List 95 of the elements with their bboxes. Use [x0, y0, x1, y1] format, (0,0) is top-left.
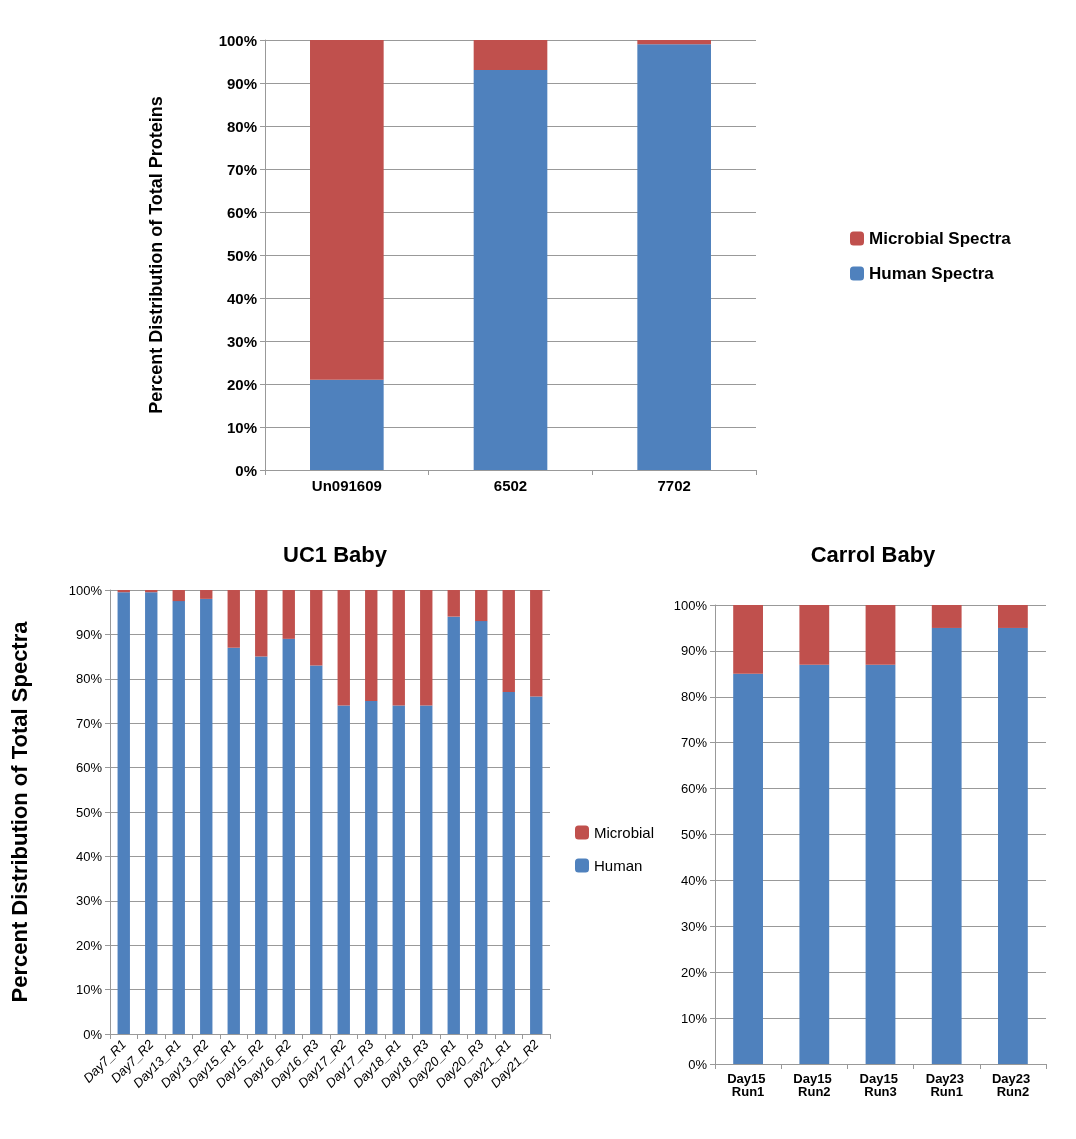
- bar: [502, 692, 515, 1034]
- bar: [475, 590, 488, 622]
- bar: [420, 705, 433, 1034]
- bar: [473, 70, 548, 470]
- y-tick-label: 100%: [218, 31, 257, 49]
- bar: [310, 665, 323, 1034]
- bar: [447, 590, 460, 617]
- bar: [530, 696, 543, 1034]
- chart-title: UC1 Baby: [283, 541, 388, 567]
- y-tick-label: 80%: [680, 689, 708, 705]
- bar: [117, 592, 130, 1034]
- legend-label: Microbial: [594, 824, 655, 841]
- bar: [998, 605, 1028, 628]
- y-tick-label: 80%: [75, 671, 103, 687]
- bar: [865, 605, 896, 665]
- y-tick-label: 60%: [680, 781, 708, 797]
- x-tick-label: Day23 Run1: [925, 1071, 968, 1099]
- y-tick-label: 0%: [235, 461, 257, 479]
- bar: [998, 627, 1028, 1064]
- y-tick-label: 40%: [75, 848, 103, 864]
- bar: [255, 590, 268, 657]
- bar: [310, 590, 323, 666]
- y-tick-label: 20%: [680, 964, 708, 980]
- bar: [200, 590, 213, 599]
- bar: [365, 701, 378, 1034]
- bar: [337, 705, 350, 1034]
- y-tick-label: 60%: [226, 203, 257, 221]
- y-tick-label: 90%: [226, 74, 257, 92]
- bar: [420, 590, 433, 706]
- bar: [799, 605, 830, 665]
- bar: [172, 590, 185, 602]
- bar: [637, 44, 711, 470]
- bar: [310, 379, 384, 470]
- y-tick-label: 70%: [75, 715, 103, 731]
- bar: [733, 605, 763, 674]
- y-axis-title: Percent Distribution of Total Spectra: [6, 620, 32, 1003]
- bar: [502, 590, 515, 693]
- x-tick-label: Day15 Run2: [793, 1071, 836, 1099]
- y-tick-label: 90%: [680, 643, 708, 659]
- legend-label: Human Spectra: [869, 264, 995, 283]
- bar: [931, 627, 962, 1064]
- y-tick-label: 30%: [226, 332, 257, 350]
- y-tick-label: 90%: [75, 626, 103, 642]
- y-tick-label: 10%: [680, 1010, 708, 1026]
- bar: [200, 598, 213, 1034]
- x-tick-label: 6502: [493, 477, 528, 494]
- bar: [392, 705, 405, 1034]
- bar: [310, 40, 384, 380]
- y-tick-label: 10%: [75, 982, 103, 998]
- y-tick-label: 100%: [68, 582, 103, 598]
- bar: [447, 616, 460, 1034]
- bar: [865, 664, 896, 1064]
- x-tick-label: Un091609: [311, 477, 382, 494]
- y-tick-label: 0%: [688, 1056, 708, 1072]
- bar: [931, 605, 962, 628]
- x-tick-label: Day15 Run1: [727, 1071, 770, 1099]
- y-axis-title: Percent Distribution of Total Proteins: [146, 96, 166, 414]
- bar: [255, 656, 268, 1034]
- y-tick-label: 80%: [226, 117, 257, 135]
- y-tick-label: 100%: [673, 597, 708, 613]
- y-tick-label: 50%: [75, 804, 103, 820]
- y-tick-label: 20%: [75, 937, 103, 953]
- bar: [337, 590, 350, 706]
- y-tick-label: 0%: [83, 1026, 103, 1042]
- bar: [227, 590, 240, 648]
- bar: [475, 621, 488, 1034]
- legend-label: Microbial Spectra: [869, 229, 1012, 248]
- bar: [145, 592, 158, 1034]
- x-tick-label: 7702: [657, 477, 691, 494]
- x-tick-label: Day15 Run3: [859, 1071, 902, 1099]
- bar: [282, 638, 295, 1034]
- y-tick-label: 20%: [226, 375, 257, 393]
- y-tick-label: 70%: [680, 735, 708, 751]
- bar: [473, 40, 548, 71]
- y-tick-label: 50%: [226, 246, 257, 264]
- bar: [172, 601, 185, 1034]
- bar: [282, 590, 295, 639]
- y-tick-label: 10%: [226, 418, 257, 436]
- bar: [733, 673, 763, 1064]
- y-tick-label: 30%: [680, 918, 708, 934]
- y-tick-label: 50%: [680, 827, 708, 842]
- bar: [392, 590, 405, 706]
- chart-title: Carrol Baby: [810, 541, 937, 567]
- x-tick-label: Day23 Run2: [991, 1071, 1034, 1099]
- y-tick-label: 60%: [75, 760, 103, 776]
- legend-label: Human: [594, 857, 643, 874]
- bar: [799, 664, 830, 1064]
- bar: [365, 590, 378, 701]
- bar: [227, 647, 240, 1034]
- y-tick-label: 70%: [226, 160, 257, 178]
- y-tick-label: 40%: [226, 289, 257, 307]
- y-tick-label: 40%: [680, 872, 708, 888]
- y-tick-label: 30%: [75, 893, 103, 909]
- bar: [530, 590, 543, 697]
- bar: [637, 40, 711, 45]
